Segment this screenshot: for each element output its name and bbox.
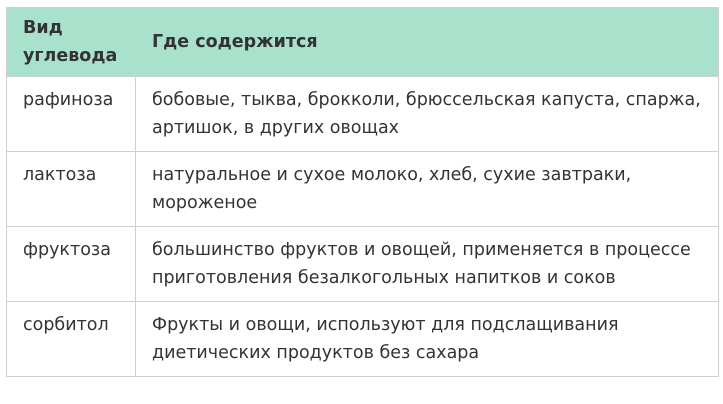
table-row: сорбитол Фрукты и овощи, используют для … [6,301,719,377]
header-where-found: Где содержится [135,7,719,77]
cell-carb-type: фруктоза [6,226,136,302]
cell-where-found: большинство фруктов и овощей, применяетс… [135,226,719,302]
header-carb-type: Вид углевода [6,7,136,77]
table-row: лактоза натуральное и сухое молоко, хлеб… [6,151,719,227]
table-row: рафиноза бобовые, тыква, брокколи, брюсс… [6,76,719,152]
cell-carb-type: лактоза [6,151,136,227]
table-header-row: Вид углевода Где содержится [6,7,719,77]
cell-carb-type: сорбитол [6,301,136,377]
cell-where-found: бобовые, тыква, брокколи, брюссельская к… [135,76,719,152]
carbohydrates-table: Вид углевода Где содержится рафиноза боб… [6,7,719,377]
table-row: фруктоза большинство фруктов и овощей, п… [6,226,719,302]
cell-carb-type: рафиноза [6,76,136,152]
cell-where-found: Фрукты и овощи, используют для подслащив… [135,301,719,377]
cell-where-found: натуральное и сухое молоко, хлеб, сухие … [135,151,719,227]
